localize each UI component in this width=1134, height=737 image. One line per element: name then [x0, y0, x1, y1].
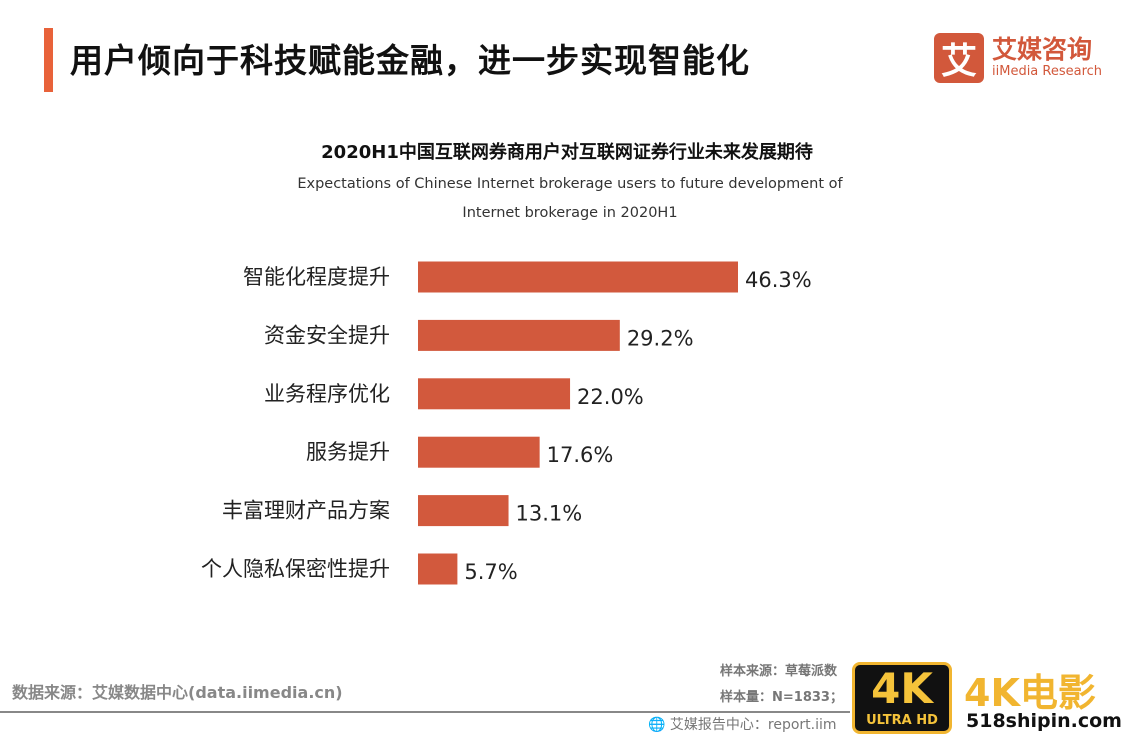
- watermark-url: 518shipin.com: [966, 710, 1122, 732]
- bar: [418, 436, 540, 468]
- iimedia-logo: 艾 艾媒咨询 iiMedia Research: [934, 33, 1102, 83]
- bar: [418, 495, 509, 527]
- category-label: 服务提升: [306, 440, 390, 464]
- data-label: 17.6%: [547, 443, 614, 467]
- data-label: 5.7%: [464, 560, 517, 584]
- logo-cn: 艾媒咨询: [992, 35, 1093, 64]
- chart-title: 2020H1中国互联网券商用户对互联网证券行业未来发展期待: [321, 142, 813, 163]
- category-label: 丰富理财产品方案: [222, 499, 390, 523]
- logo-en: iiMedia Research: [992, 64, 1103, 79]
- globe-icon: 🌐: [648, 717, 666, 733]
- watermark-4k: 4K: [871, 664, 933, 713]
- data-label: 29.2%: [627, 326, 694, 350]
- report-link[interactable]: 艾媒报告中心：report.iim: [669, 717, 837, 733]
- chart-subtitle: Expectations of Chinese Internet brokera…: [290, 170, 850, 228]
- data-label: 22.0%: [577, 385, 644, 409]
- watermark-uhd: ULTRA HD: [866, 713, 938, 728]
- chart-subtitle-line2: Internet brokerage in 2020H1: [462, 205, 678, 221]
- report-center[interactable]: 🌐 艾媒报告中心：report.iim: [648, 714, 837, 734]
- watermark-brand: 4K电影: [964, 671, 1096, 715]
- category-label: 个人隐私保密性提升: [201, 557, 390, 581]
- sample-source: 样本来源：草莓派数: [720, 664, 838, 679]
- chart-subtitle-line1: Expectations of Chinese Internet brokera…: [297, 176, 843, 192]
- data-label: 13.1%: [516, 502, 583, 526]
- footer-divider: [0, 711, 860, 713]
- title-accent-bar: [44, 28, 53, 92]
- page-title: 用户倾向于科技赋能金融，进一步实现智能化: [70, 41, 750, 80]
- bar: [418, 378, 571, 410]
- data-label: 46.3%: [745, 268, 812, 292]
- logo-mark: 艾: [934, 33, 984, 83]
- bar: [418, 319, 620, 351]
- category-label: 业务程序优化: [264, 382, 390, 406]
- watermark: 4K ULTRA HD 4K电影 518shipin.com: [850, 660, 1134, 737]
- watermark-badge: 4K ULTRA HD: [852, 662, 952, 734]
- data-source: 数据来源：艾媒数据中心(data.iimedia.cn): [12, 683, 343, 702]
- bar: [418, 553, 458, 585]
- bar: [418, 261, 738, 293]
- category-label: 智能化程度提升: [243, 265, 390, 289]
- sample-size: 样本量：N=1833；: [720, 690, 843, 705]
- category-label: 资金安全提升: [264, 323, 390, 347]
